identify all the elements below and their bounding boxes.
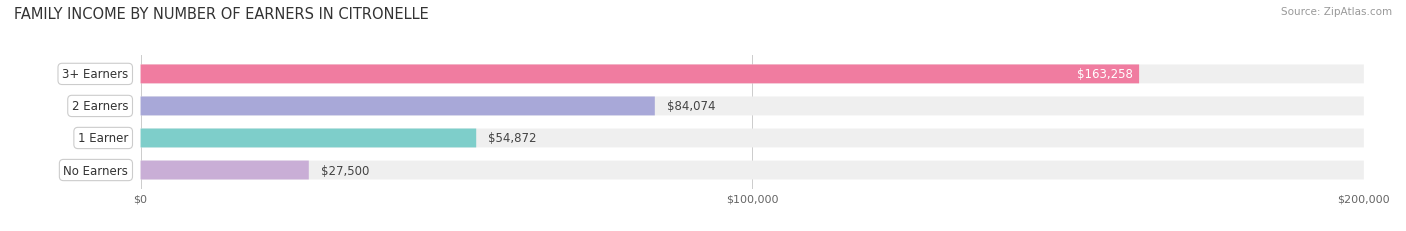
FancyBboxPatch shape (141, 97, 655, 116)
Text: FAMILY INCOME BY NUMBER OF EARNERS IN CITRONELLE: FAMILY INCOME BY NUMBER OF EARNERS IN CI… (14, 7, 429, 22)
Text: 2 Earners: 2 Earners (72, 100, 128, 113)
Text: No Earners: No Earners (63, 164, 128, 177)
Text: 3+ Earners: 3+ Earners (62, 68, 128, 81)
FancyBboxPatch shape (141, 161, 309, 180)
Text: Source: ZipAtlas.com: Source: ZipAtlas.com (1281, 7, 1392, 17)
FancyBboxPatch shape (141, 65, 1364, 84)
FancyBboxPatch shape (141, 129, 477, 148)
Text: $27,500: $27,500 (321, 164, 370, 177)
Text: $84,074: $84,074 (666, 100, 716, 113)
Text: $163,258: $163,258 (1077, 68, 1133, 81)
FancyBboxPatch shape (141, 65, 1139, 84)
FancyBboxPatch shape (141, 97, 1364, 116)
FancyBboxPatch shape (141, 161, 1364, 180)
Text: 1 Earner: 1 Earner (77, 132, 128, 145)
Text: $54,872: $54,872 (488, 132, 537, 145)
FancyBboxPatch shape (141, 129, 1364, 148)
